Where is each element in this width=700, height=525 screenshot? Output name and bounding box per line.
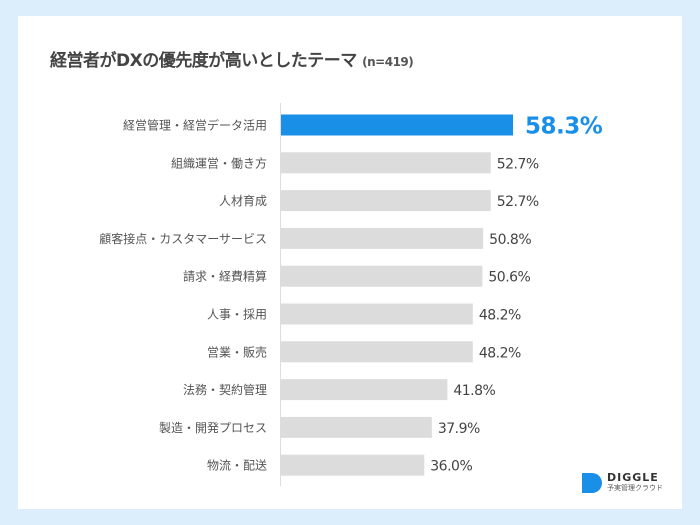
bar [281,341,473,363]
category-label: 人材育成 [219,193,267,208]
data-label: 41.8% [453,383,495,399]
category-label: 人事・採用 [207,308,267,322]
data-label: 52.7% [497,156,539,172]
category-label: 営業・販売 [207,344,267,359]
logo-name: DIGGLE [607,471,659,484]
data-label: 50.8% [489,232,531,248]
bar [281,265,483,287]
logo-mark-icon [582,472,602,493]
data-label: 52.7% [497,194,539,210]
bar [281,114,514,136]
category-label: 経営管理・経営データ活用 [123,118,267,133]
bar [281,152,491,174]
bar [281,454,425,476]
data-label: 50.6% [488,270,530,286]
bar [281,190,491,212]
data-label: 36.0% [430,459,472,475]
category-label: 法務・契約管理 [183,382,267,397]
category-label: 組織運営・働き方 [171,155,267,170]
bar [281,379,448,401]
category-label: 請求・経費精算 [183,269,267,284]
data-label: 58.3% [525,114,603,140]
data-label: 37.9% [438,421,480,437]
data-label: 48.2% [479,308,521,324]
category-label: 物流・配送 [207,458,267,473]
chart-subtitle: (n=419) [362,55,414,69]
category-label: 顧客接点・カスタマーサービス [99,231,267,246]
bar [281,416,432,438]
logo-tagline: 予実管理クラウド [607,484,663,492]
diggle-logo: DIGGLE 予実管理クラウド [582,472,663,493]
category-label: 製造・開発プロセス [159,421,267,435]
chart-title: 経営者がDXの優先度が高いとしたテーマ (n=419) [50,51,414,71]
data-label: 48.2% [479,345,521,361]
bar [281,227,484,249]
bar [281,303,473,325]
